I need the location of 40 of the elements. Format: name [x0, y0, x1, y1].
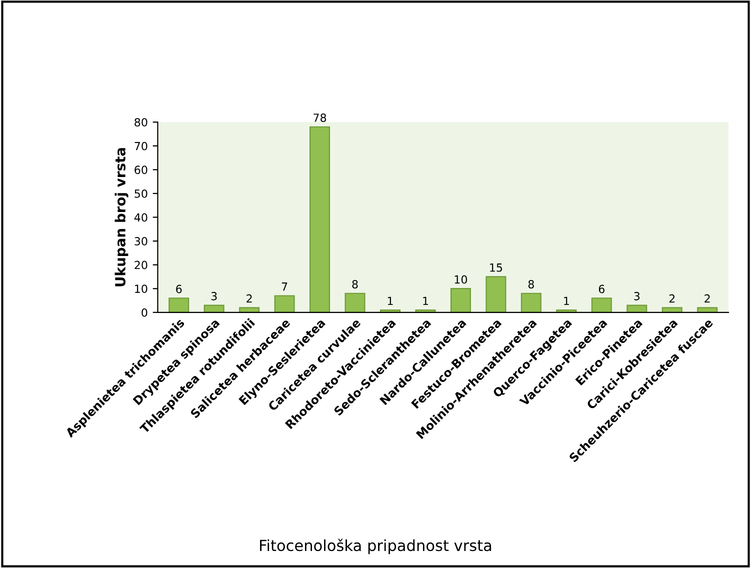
x-axis-title: Fitocenološka pripadnost vrsta: [260, 538, 492, 554]
y-tick-label: 60: [134, 166, 148, 174]
data-label: 6: [598, 284, 604, 294]
bar: [486, 276, 506, 312]
y-tick-label: 50: [134, 189, 148, 198]
y-tick-label: 40: [134, 213, 148, 222]
data-label: 8: [352, 280, 358, 288]
data-label: 1: [388, 296, 393, 305]
bar: [697, 307, 718, 312]
bar: [204, 304, 224, 312]
bar: [450, 288, 471, 312]
data-label: 2: [704, 294, 710, 303]
y-tick-label: 0: [142, 308, 148, 317]
bar: [520, 292, 542, 312]
data-label: 3: [211, 292, 217, 300]
y-tick-label: 20: [134, 260, 148, 270]
data-label: 15: [490, 264, 502, 272]
data-label: 7: [282, 282, 288, 291]
y-axis-title: Ukupan broj vrsta: [114, 148, 128, 286]
bar: [310, 126, 330, 312]
bar: [168, 298, 190, 312]
bar: [626, 304, 648, 312]
bar: [274, 295, 295, 312]
bar: [239, 307, 260, 312]
data-label: 6: [176, 284, 182, 294]
y-tick-label: 70: [134, 142, 148, 150]
bar: [591, 298, 612, 312]
y-tick-label: 10: [135, 284, 148, 293]
data-label: 8: [528, 280, 534, 288]
y-tick-label: 80: [134, 118, 148, 126]
data-label: 1: [564, 296, 569, 305]
data-label: 2: [246, 294, 252, 303]
data-label: 10: [454, 275, 468, 284]
data-label: 2: [669, 294, 675, 303]
data-label: 1: [423, 296, 428, 305]
data-label: 3: [634, 292, 640, 300]
y-tick-label: 30: [134, 237, 148, 246]
bar: [662, 307, 682, 312]
bar: [344, 292, 366, 312]
data-label: 78: [314, 114, 326, 122]
